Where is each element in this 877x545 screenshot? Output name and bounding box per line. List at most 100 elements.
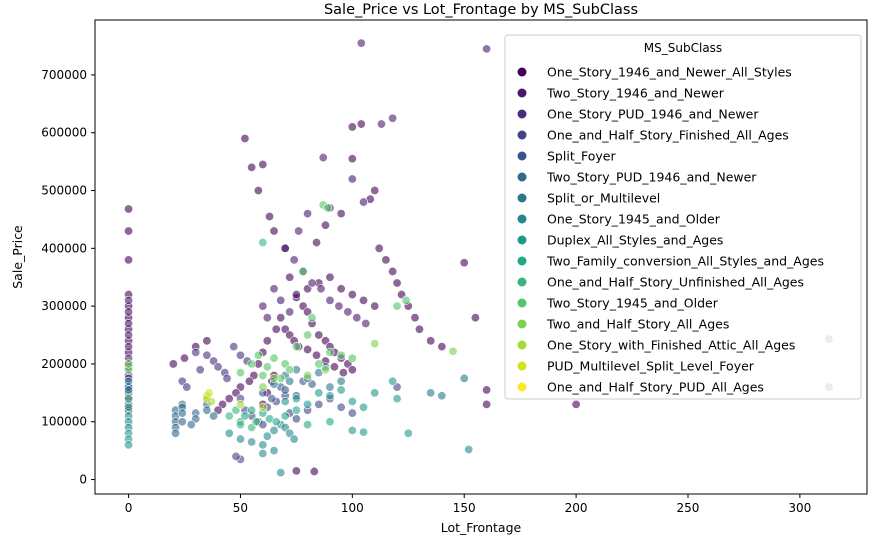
data-point [359,197,369,207]
data-point [370,388,380,398]
data-point [459,373,469,383]
data-point [240,134,250,144]
data-point [307,313,317,323]
data-point [370,339,380,349]
data-point [235,399,245,409]
data-point [303,209,313,219]
data-point [285,376,295,386]
data-point [124,226,134,236]
data-point [464,444,474,454]
data-point [280,243,290,253]
data-point [182,382,192,392]
legend-label: Two_Family_conversion_All_Styles_and_Age… [546,254,824,269]
data-point [291,414,301,424]
data-point [320,365,330,375]
legend-label: One_and_Half_Story_Unfinished_All_Ages [547,275,804,290]
data-point [459,258,469,268]
data-point [347,353,357,363]
data-point [124,318,134,328]
legend-marker [517,109,527,119]
data-point [124,307,134,317]
data-point [124,394,134,404]
data-point [269,425,279,435]
legend-label: One_Story_1946_and_Newer_All_Styles [547,65,792,80]
data-point [124,359,134,369]
data-point [318,153,328,163]
data-point [314,388,324,398]
y-tick-label: 500000 [41,184,87,198]
data-point [253,350,263,360]
legend-label: One_Story_with_Finished_Attic_All_Ages [547,338,795,353]
data-point [235,420,245,430]
data-point [253,186,263,196]
data-point [303,330,313,340]
data-point [280,397,290,407]
legend-box [504,34,862,400]
data-point [336,376,346,386]
data-point [356,38,366,48]
data-point [470,313,480,323]
data-point [359,295,369,305]
data-point [213,362,223,372]
data-point [276,295,286,305]
data-point [124,402,134,412]
data-point [229,342,239,352]
data-point [291,394,301,404]
data-point [352,313,362,323]
data-point [303,370,313,380]
x-axis: 0 50 100 150 200 250 300 [125,494,811,515]
data-point [258,370,268,380]
data-point [247,359,257,369]
legend-marker [517,319,527,329]
data-point [222,373,232,383]
legend-label: Two_and_Half_Story_All_Ages [546,317,729,332]
x-tick-label: 250 [677,501,700,515]
legend-entries: One_Story_1946_and_Newer_All_Styles Two_S… [517,65,824,395]
data-point [437,342,447,352]
y-tick-label: 200000 [41,357,87,371]
data-point [240,411,250,421]
legend-label: Duplex_All_Styles_and_Ages [547,233,723,248]
data-point [231,451,241,461]
data-point [247,437,257,447]
data-point [361,318,371,328]
data-point [312,350,322,360]
data-point [276,468,286,478]
data-point [124,255,134,265]
data-point [325,417,335,427]
data-point [224,394,234,404]
legend-label: PUD_Multilevel_Split_Level_Foyer [547,359,755,374]
data-point [381,255,391,265]
legend-marker [517,88,527,98]
data-point [482,399,492,409]
data-point [325,347,335,357]
legend-label: Split_or_Multilevel [547,191,660,206]
data-point [325,382,335,392]
plot-frame [94,19,868,495]
data-point [370,301,380,311]
y-tick-label: 600000 [41,126,87,140]
data-point [258,301,268,311]
data-point [359,427,369,437]
data-point [303,420,313,430]
data-point [269,373,279,383]
data-point [258,402,268,412]
x-tick-label: 200 [565,501,588,515]
data-point [347,122,357,132]
data-point [316,284,326,294]
data-point [414,324,424,334]
data-point [334,301,344,311]
data-point [347,365,357,375]
data-point [320,220,330,230]
legend-marker [517,382,527,392]
data-point [347,174,357,184]
data-point [271,324,281,334]
data-point [336,402,346,412]
y-tick-label: 300000 [41,299,87,313]
data-point [171,428,181,438]
data-point [269,446,279,456]
legend-marker [517,235,527,245]
y-tick-label: 0 [79,473,87,487]
data-point [294,226,304,236]
data-point [374,243,384,253]
